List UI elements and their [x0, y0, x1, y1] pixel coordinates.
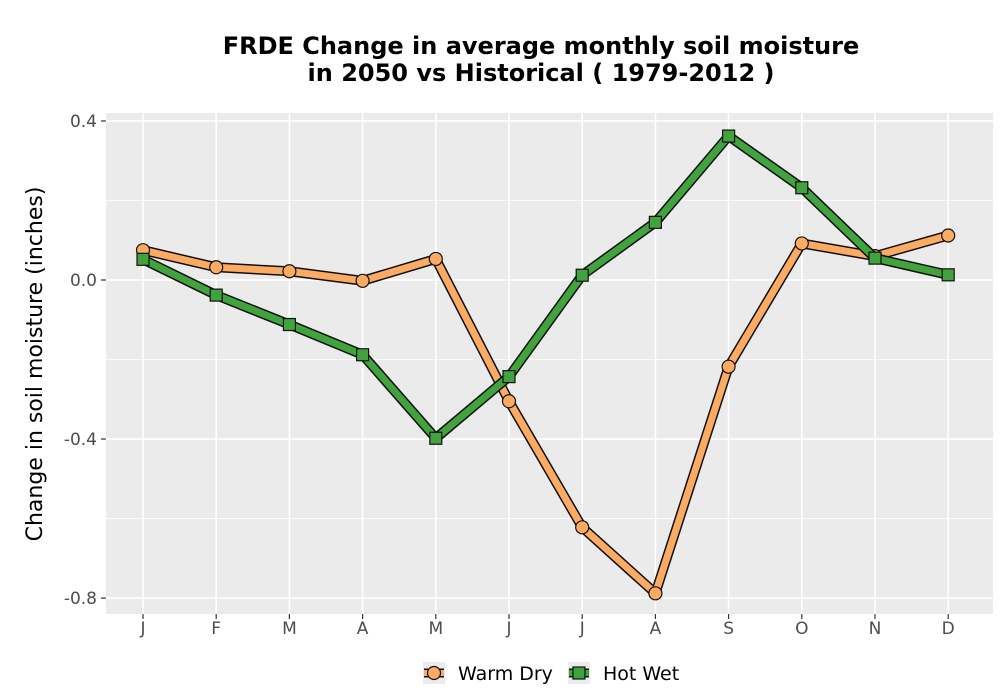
data-point [502, 370, 516, 384]
data-point [575, 268, 589, 282]
data-point [428, 251, 443, 267]
legend-item: Hot Wet [567, 662, 679, 685]
y-axis-title: Change in soil moisture (inches) [23, 187, 48, 542]
data-point [356, 348, 370, 362]
data-point [282, 317, 296, 332]
x-tick-label: M [282, 619, 297, 639]
legend-marker [426, 665, 442, 681]
data-point [721, 129, 736, 143]
chart-title-line-1: FRDE Change in average monthly soil mois… [223, 32, 860, 60]
legend-item: Warm Dry [423, 662, 553, 685]
series-hot-wet [136, 129, 955, 445]
data-point [209, 288, 223, 302]
legend-marker [572, 666, 586, 680]
x-tick-label: J [139, 619, 145, 639]
x-tick-label: F [211, 619, 221, 639]
y-tick-label: -0.4 [64, 430, 97, 450]
data-point [429, 431, 443, 445]
legend-label: Hot Wet [603, 663, 679, 685]
x-tick-label: A [650, 619, 662, 639]
x-tick-label: N [869, 619, 882, 639]
y-tick-label: -0.8 [64, 589, 97, 609]
y-tick-label: 0.0 [70, 271, 97, 291]
data-point [868, 251, 882, 265]
x-tick-label: J [505, 619, 511, 639]
x-tick-label: A [357, 619, 369, 639]
legend: Warm Dry Hot Wet [423, 662, 679, 685]
data-point [941, 268, 955, 282]
series-line [139, 231, 952, 597]
x-tick-label: S [723, 619, 734, 639]
axes: 0.4 0.0 -0.4 -0.8 J F M A M J J A S O N D [64, 112, 955, 639]
data-point [209, 260, 224, 275]
data-point [721, 359, 736, 374]
data-point [941, 228, 956, 243]
series-warm-dry [135, 228, 956, 601]
x-tick-label: D [942, 619, 955, 639]
x-tick-label: O [795, 619, 808, 639]
chart-title-line-2: in 2050 vs Historical ( 1979-2012 ) [308, 59, 775, 87]
data-point [794, 236, 809, 251]
data-point [355, 273, 370, 288]
data-point [501, 394, 517, 409]
data-point [795, 181, 809, 195]
data-point [136, 252, 150, 266]
data-point [648, 215, 663, 229]
legend-label: Warm Dry [458, 663, 553, 685]
series-line [139, 132, 952, 442]
data-point [282, 264, 297, 279]
series-layer [135, 129, 956, 601]
plot-panel [106, 113, 993, 614]
x-tick-label: M [428, 619, 443, 639]
data-point [648, 586, 663, 601]
data-point [575, 520, 590, 535]
x-tick-label: J [579, 619, 585, 639]
y-tick-label: 0.4 [70, 112, 97, 132]
